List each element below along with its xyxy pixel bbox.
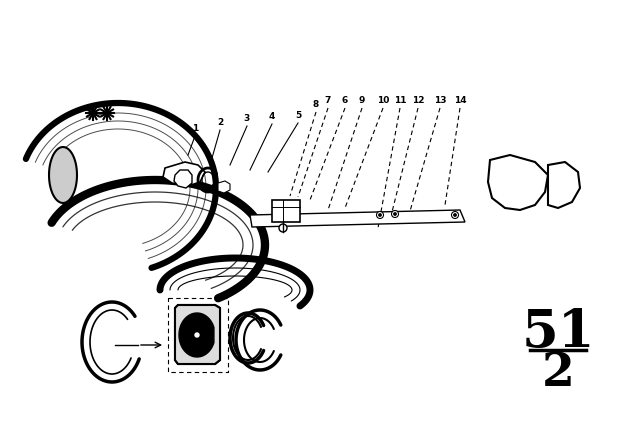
Text: 11: 11: [394, 95, 406, 104]
Text: 4: 4: [269, 112, 275, 121]
Text: 3: 3: [244, 113, 250, 122]
Circle shape: [376, 211, 383, 219]
Circle shape: [192, 330, 202, 340]
Text: 12: 12: [412, 95, 424, 104]
Text: 5: 5: [295, 111, 301, 120]
Polygon shape: [179, 313, 214, 357]
Circle shape: [451, 211, 458, 219]
Circle shape: [195, 333, 199, 337]
Circle shape: [279, 224, 287, 232]
Text: 7: 7: [325, 95, 331, 104]
Polygon shape: [488, 155, 548, 210]
Text: 13: 13: [434, 95, 446, 104]
Text: 2: 2: [217, 117, 223, 126]
Circle shape: [392, 211, 399, 217]
Polygon shape: [175, 305, 220, 364]
Text: 8: 8: [313, 99, 319, 108]
Polygon shape: [163, 162, 205, 186]
Polygon shape: [250, 210, 465, 227]
Circle shape: [394, 213, 396, 215]
Polygon shape: [272, 200, 300, 222]
Circle shape: [379, 214, 381, 216]
Polygon shape: [548, 162, 580, 208]
Text: 2: 2: [541, 350, 575, 396]
Text: 10: 10: [377, 95, 389, 104]
Polygon shape: [218, 181, 230, 193]
Circle shape: [454, 214, 456, 216]
Text: 14: 14: [454, 95, 467, 104]
Polygon shape: [49, 147, 77, 203]
Polygon shape: [174, 170, 192, 188]
Polygon shape: [175, 305, 220, 364]
Text: 6: 6: [342, 95, 348, 104]
Text: 51: 51: [521, 307, 595, 358]
Text: 9: 9: [359, 95, 365, 104]
Text: 1: 1: [192, 124, 198, 133]
